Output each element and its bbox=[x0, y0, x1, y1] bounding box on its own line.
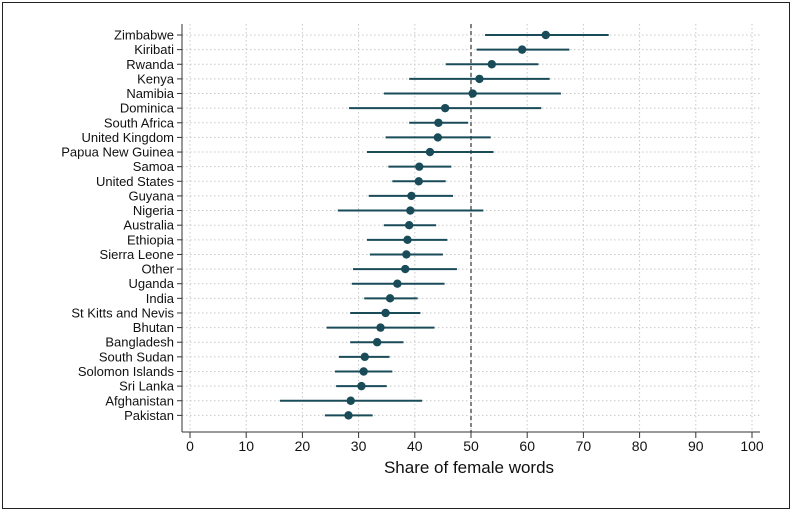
category-label-united-states: United States bbox=[96, 174, 175, 189]
point-solomon-islands bbox=[359, 367, 368, 376]
category-label-namibia: Namibia bbox=[126, 86, 174, 101]
x-tick-label-60: 60 bbox=[519, 438, 535, 454]
point-uganda bbox=[393, 279, 402, 288]
category-label-rwanda: Rwanda bbox=[126, 57, 174, 72]
category-label-guyana: Guyana bbox=[128, 188, 174, 203]
point-namibia bbox=[468, 89, 477, 98]
point-sierra-leone bbox=[402, 250, 411, 259]
x-tick-label-80: 80 bbox=[632, 438, 648, 454]
x-tick-label-100: 100 bbox=[740, 438, 764, 454]
point-pakistan bbox=[344, 411, 353, 420]
category-label-dominica: Dominica bbox=[120, 101, 175, 116]
category-label-australia: Australia bbox=[123, 218, 174, 233]
point-zimbabwe bbox=[541, 30, 550, 40]
point-ethiopia bbox=[403, 235, 412, 245]
y-tick-labels: ZimbabweKiribatiRwandaKenyaNamibiaDomini… bbox=[61, 28, 182, 423]
point-india bbox=[385, 294, 395, 303]
point-south-africa bbox=[434, 118, 443, 127]
point-nigeria bbox=[406, 206, 415, 215]
category-label-kiribati: Kiribati bbox=[134, 42, 174, 57]
category-label-south-africa: South Africa bbox=[104, 115, 175, 130]
category-label-ethiopia: Ethiopia bbox=[127, 232, 175, 247]
category-label-papua-new-guinea: Papua New Guinea bbox=[61, 145, 175, 160]
category-label-kenya: Kenya bbox=[137, 71, 175, 86]
category-label-united-kingdom: United Kingdom bbox=[82, 130, 175, 145]
point-samoa bbox=[415, 162, 424, 171]
point-other bbox=[401, 264, 410, 274]
category-label-bangladesh: Bangladesh bbox=[105, 335, 174, 350]
category-label-st-kitts-and-nevis: St Kitts and Nevis bbox=[71, 305, 174, 320]
category-label-sierra-leone: Sierra Leone bbox=[100, 247, 174, 262]
x-tick-label-20: 20 bbox=[295, 438, 311, 454]
x-tick-labels: 0 10 20 30 40 50 60 70 80 90 100 bbox=[186, 432, 764, 454]
x-tick-label-30: 30 bbox=[351, 438, 367, 454]
category-label-nigeria: Nigeria bbox=[133, 203, 175, 218]
category-label-other: Other bbox=[141, 262, 174, 277]
point-united-states bbox=[414, 177, 423, 186]
point-united-kingdom bbox=[433, 133, 443, 142]
category-label-sri-lanka: Sri Lanka bbox=[119, 379, 175, 394]
category-label-solomon-islands: Solomon Islands bbox=[78, 364, 175, 379]
point-australia bbox=[404, 220, 414, 230]
point-south-sudan bbox=[360, 352, 369, 362]
point-rwanda bbox=[487, 60, 496, 69]
point-dominica bbox=[440, 103, 450, 113]
point-kenya bbox=[475, 74, 484, 84]
category-label-india: India bbox=[146, 291, 175, 306]
point-guyana bbox=[407, 191, 416, 201]
category-label-uganda: Uganda bbox=[128, 276, 174, 291]
category-label-samoa: Samoa bbox=[133, 159, 175, 174]
point-bhutan bbox=[376, 323, 385, 332]
x-tick-label-90: 90 bbox=[688, 438, 704, 454]
point-kiribati bbox=[517, 45, 527, 54]
point-bangladesh bbox=[372, 338, 382, 347]
x-tick-label-10: 10 bbox=[238, 438, 254, 454]
point-sri-lanka bbox=[357, 381, 366, 391]
point-estimates bbox=[344, 30, 550, 420]
point-st-kitts-and-nevis bbox=[381, 308, 390, 318]
category-label-south-sudan: South Sudan bbox=[99, 349, 174, 364]
x-axis-title: Share of female words bbox=[384, 458, 554, 477]
x-tick-label-70: 70 bbox=[576, 438, 592, 454]
point-papua-new-guinea bbox=[425, 147, 435, 157]
category-label-afghanistan: Afghanistan bbox=[105, 393, 174, 408]
x-tick-label-0: 0 bbox=[186, 438, 194, 454]
x-tick-label-40: 40 bbox=[407, 438, 423, 454]
x-tick-label-50: 50 bbox=[463, 438, 479, 454]
category-label-zimbabwe: Zimbabwe bbox=[114, 28, 174, 43]
point-afghanistan bbox=[346, 396, 355, 405]
category-label-pakistan: Pakistan bbox=[124, 408, 174, 423]
category-label-bhutan: Bhutan bbox=[133, 320, 174, 335]
